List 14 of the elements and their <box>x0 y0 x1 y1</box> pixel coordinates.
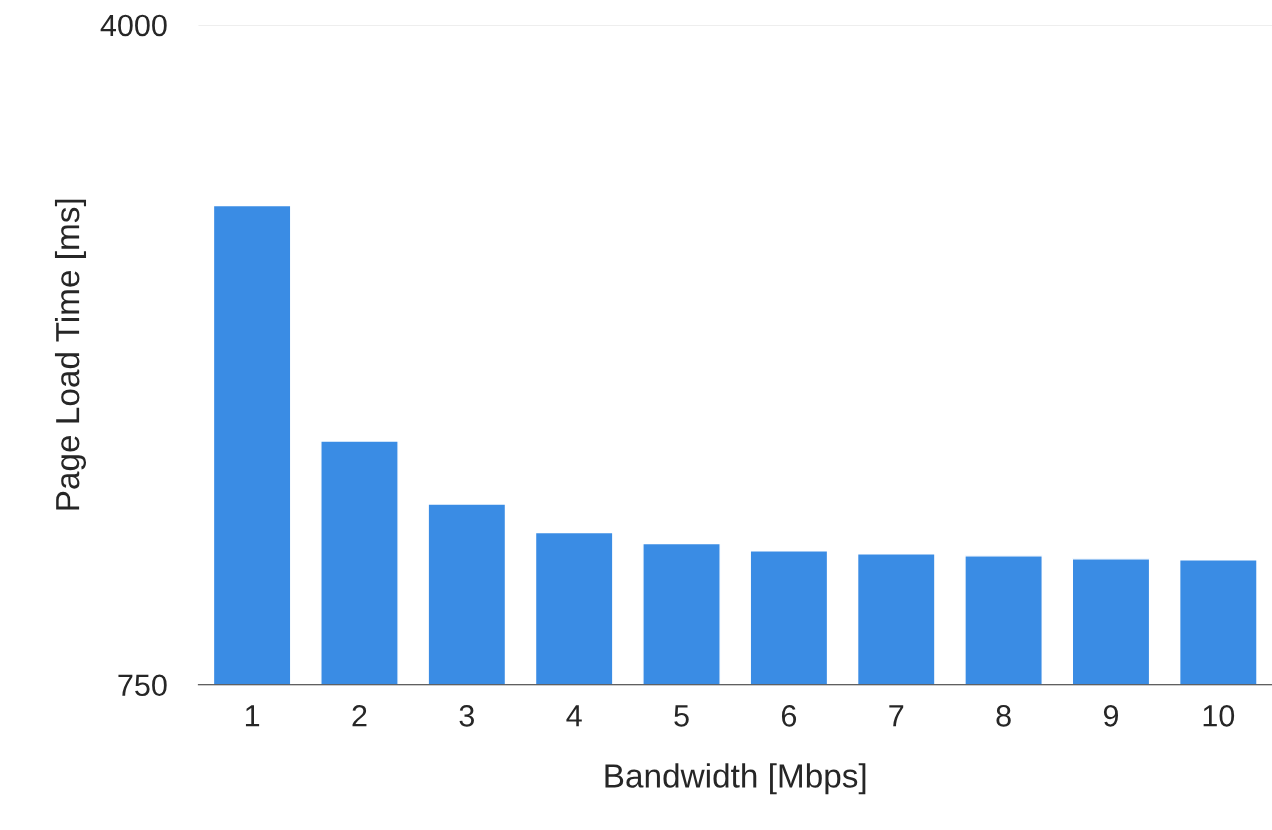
x-tick-label: 1 <box>245 705 260 727</box>
x-axis-title: Bandwidth [Mbps] <box>605 763 866 795</box>
x-tick-label: 9 <box>1103 705 1119 727</box>
x-tick-label: 2 <box>352 705 367 727</box>
x-tick-label: 10 <box>1203 705 1235 727</box>
x-tick-label: 3 <box>459 705 474 727</box>
y-tick-label: 750 <box>118 674 167 697</box>
x-tick-label: 4 <box>566 705 582 727</box>
x-tick-label: 6 <box>781 705 797 727</box>
y-axis-title: Page Load Time [ms] <box>54 199 87 510</box>
x-tick-label: 5 <box>674 705 689 727</box>
x-tick-label: 7 <box>889 705 904 727</box>
x-tick-label: 8 <box>996 705 1011 727</box>
y-tick-label: 4000 <box>100 14 167 37</box>
